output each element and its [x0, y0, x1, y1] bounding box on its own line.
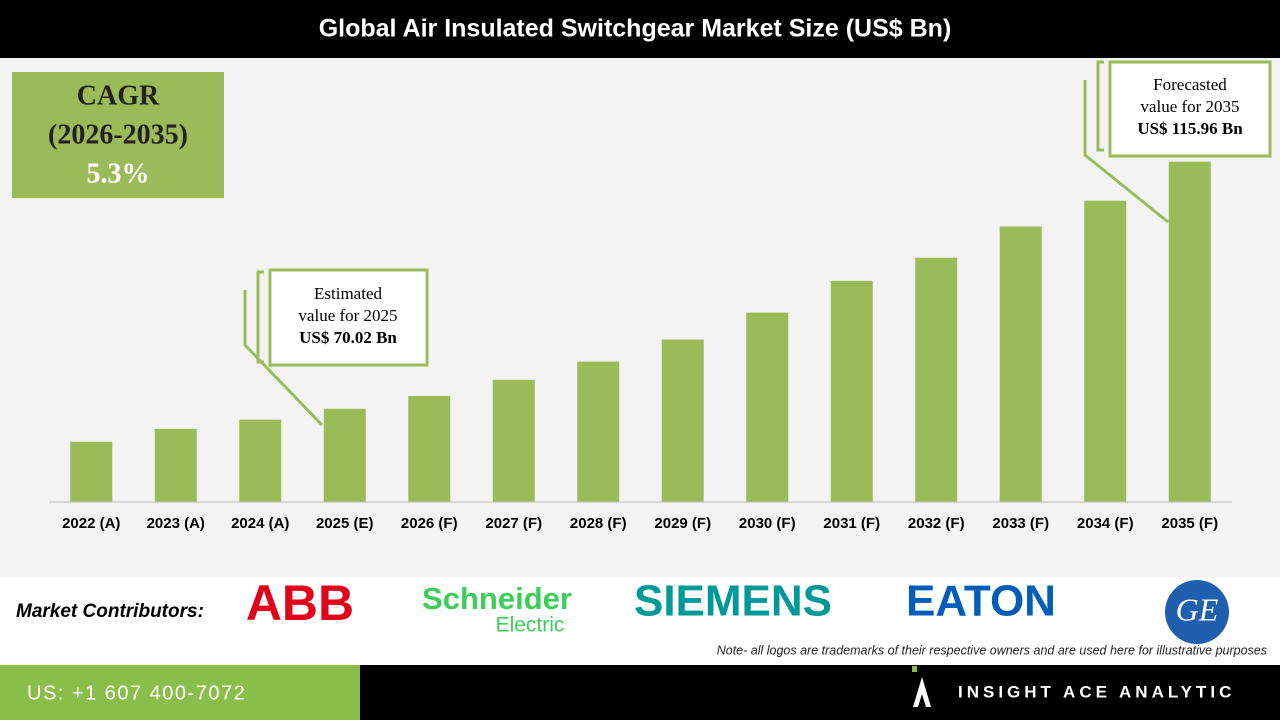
contributors-label: Market Contributors:	[16, 601, 204, 622]
bar	[323, 408, 366, 502]
bar	[746, 312, 789, 502]
company-logo-dot	[912, 666, 917, 672]
header-bar	[0, 0, 1280, 58]
bar	[1168, 161, 1211, 502]
logo: Electric	[496, 614, 565, 637]
logo: Schneider	[422, 581, 572, 616]
annotation-line: Forecasted	[1153, 75, 1227, 94]
annotation-line: US$ 115.96 Bn	[1137, 119, 1243, 138]
x-tick-label: 2026 (F)	[401, 515, 458, 532]
annotations: Estimated value for 2025 US$ 70.02 Bn Forec…	[298, 75, 1243, 347]
cagr-period: (2026-2035)	[48, 119, 188, 150]
logos-area	[0, 577, 1280, 665]
x-tick-label: 2031 (F)	[823, 515, 880, 532]
x-tick-label: 2030 (F)	[739, 515, 796, 532]
annotation-line: US$ 70.02 Bn	[299, 328, 397, 347]
x-tick-label: 2022 (A)	[62, 515, 120, 532]
company-logo	[913, 677, 931, 707]
note: Note- all logos are trademarks of their …	[717, 643, 1267, 657]
x-tick-label: 2029 (F)	[654, 515, 711, 532]
x-tick-label: 2035 (F)	[1161, 515, 1218, 532]
x-tick-label: 2034 (F)	[1077, 515, 1134, 532]
cagr-value: 5.3%	[87, 158, 150, 189]
bar	[999, 226, 1042, 503]
footer-right	[360, 665, 1280, 720]
bar	[661, 339, 704, 502]
company: INSIGHT ACE ANALYTIC	[958, 682, 1235, 701]
logo: SIEMENS	[634, 577, 832, 626]
cagr-box	[12, 72, 224, 198]
logo-circle	[1165, 580, 1229, 644]
phone: US: +1 607 400-7072	[27, 682, 246, 704]
annotation-line: value for 2025	[298, 306, 397, 325]
logo: ABB	[246, 575, 354, 631]
x-tick-label: 2023 (A)	[147, 515, 205, 532]
logo: GE	[1176, 591, 1219, 627]
x-tick-label: 2028 (F)	[570, 515, 627, 532]
bar	[830, 280, 873, 502]
cagr-label: CAGR	[77, 80, 160, 111]
bar	[408, 396, 451, 502]
bar	[577, 361, 620, 502]
bar	[239, 419, 282, 502]
bar	[915, 257, 958, 502]
bar	[492, 379, 535, 502]
x-tick-label: 2027 (F)	[485, 515, 542, 532]
bar	[70, 441, 113, 502]
x-tick-label: 2024 (A)	[231, 515, 289, 532]
chart-title: Global Air Insulated Switchgear Market S…	[319, 15, 952, 43]
callout-lines	[243, 60, 1272, 427]
bar	[154, 428, 197, 502]
x-tick-label: 2032 (F)	[908, 515, 965, 532]
x-tick-label: 2033 (F)	[992, 515, 1049, 532]
annotation-line: value for 2035	[1140, 97, 1239, 116]
annotation-line: Estimated	[314, 284, 382, 303]
bar	[1084, 200, 1127, 502]
footer-left	[0, 665, 360, 720]
logo: EATON	[906, 577, 1056, 626]
x-tick-label: 2025 (E)	[316, 515, 374, 532]
